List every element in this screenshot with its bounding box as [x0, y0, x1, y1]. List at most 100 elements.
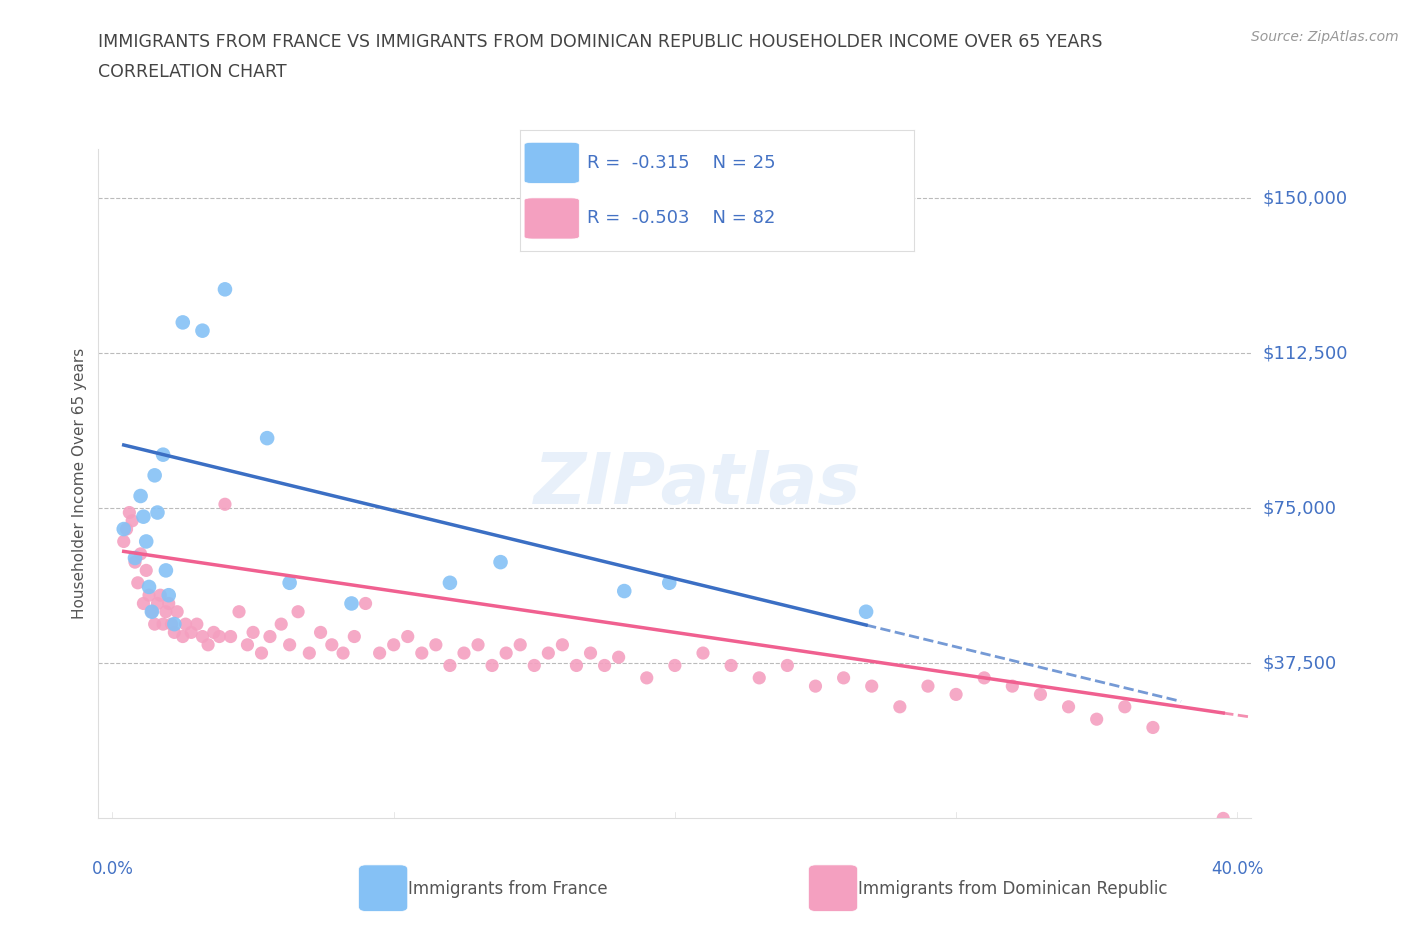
Point	[152, 447, 174, 462]
Y-axis label: Householder Income Over 65 years: Householder Income Over 65 years	[72, 348, 87, 619]
Text: $150,000: $150,000	[1263, 190, 1347, 207]
Text: 40.0%: 40.0%	[1211, 859, 1264, 878]
Point	[832, 671, 855, 685]
Point	[354, 596, 377, 611]
Point	[157, 588, 180, 603]
Point	[157, 596, 180, 611]
Point	[250, 645, 273, 660]
Point	[860, 679, 883, 694]
Point	[368, 645, 391, 660]
Point	[607, 650, 630, 665]
Text: CORRELATION CHART: CORRELATION CHART	[98, 63, 287, 81]
Point	[1085, 711, 1108, 726]
Point	[149, 588, 172, 603]
Point	[1001, 679, 1024, 694]
Text: IMMIGRANTS FROM FRANCE VS IMMIGRANTS FROM DOMINICAN REPUBLIC HOUSEHOLDER INCOME : IMMIGRANTS FROM FRANCE VS IMMIGRANTS FRO…	[98, 33, 1102, 50]
Point	[135, 534, 157, 549]
Point	[124, 554, 146, 569]
Point	[202, 625, 225, 640]
Point	[208, 629, 231, 644]
Point	[278, 576, 301, 591]
Point	[191, 324, 214, 339]
Point	[132, 510, 155, 525]
Point	[453, 645, 475, 660]
Point	[439, 658, 461, 673]
Point	[439, 576, 461, 591]
Text: R =  -0.315    N = 25: R = -0.315 N = 25	[588, 153, 776, 172]
Point	[172, 315, 194, 330]
Point	[411, 645, 433, 660]
Point	[973, 671, 995, 685]
Point	[186, 617, 208, 631]
Point	[214, 282, 236, 297]
Point	[197, 637, 219, 652]
Point	[855, 604, 877, 619]
Point	[1142, 720, 1164, 735]
Point	[180, 625, 202, 640]
Point	[118, 505, 141, 520]
Point	[321, 637, 343, 652]
Point	[467, 637, 489, 652]
Text: Immigrants from Dominican Republic: Immigrants from Dominican Republic	[858, 880, 1167, 898]
Point	[889, 699, 911, 714]
Point	[396, 629, 419, 644]
Point	[537, 645, 560, 660]
Point	[481, 658, 503, 673]
Point	[425, 637, 447, 652]
Point	[776, 658, 799, 673]
Point	[138, 588, 160, 603]
FancyBboxPatch shape	[524, 198, 579, 239]
Text: $75,000: $75,000	[1263, 499, 1337, 517]
Point	[720, 658, 742, 673]
Point	[146, 596, 169, 611]
Point	[1212, 811, 1234, 826]
Point	[112, 534, 135, 549]
Text: 0.0%: 0.0%	[91, 859, 134, 878]
Point	[343, 629, 366, 644]
Point	[309, 625, 332, 640]
Point	[613, 584, 636, 599]
Point	[495, 645, 517, 660]
Point	[135, 563, 157, 578]
Point	[155, 604, 177, 619]
Text: Source: ZipAtlas.com: Source: ZipAtlas.com	[1251, 30, 1399, 44]
Point	[160, 617, 183, 631]
Point	[636, 671, 658, 685]
Point	[382, 637, 405, 652]
Point	[242, 625, 264, 640]
Point	[124, 551, 146, 565]
Point	[155, 563, 177, 578]
Point	[115, 522, 138, 537]
Point	[664, 658, 686, 673]
Text: ZIPatlas: ZIPatlas	[534, 450, 862, 519]
Point	[214, 497, 236, 512]
Point	[551, 637, 574, 652]
Point	[340, 596, 363, 611]
Point	[141, 604, 163, 619]
Point	[658, 576, 681, 591]
Point	[1114, 699, 1136, 714]
Point	[121, 513, 143, 528]
Point	[917, 679, 939, 694]
Point	[270, 617, 292, 631]
Point	[298, 645, 321, 660]
FancyBboxPatch shape	[524, 142, 579, 183]
Point	[141, 604, 163, 619]
Point	[489, 554, 512, 569]
Point	[565, 658, 588, 673]
Point	[945, 687, 967, 702]
Point	[112, 522, 135, 537]
Point	[129, 547, 152, 562]
Point	[143, 617, 166, 631]
Point	[219, 629, 242, 644]
Point	[163, 625, 186, 640]
Point	[1029, 687, 1052, 702]
Point	[129, 488, 152, 503]
Point	[1057, 699, 1080, 714]
Point	[287, 604, 309, 619]
Point	[191, 629, 214, 644]
Point	[143, 468, 166, 483]
Text: Immigrants from France: Immigrants from France	[408, 880, 607, 898]
Point	[166, 604, 188, 619]
Point	[152, 617, 174, 631]
